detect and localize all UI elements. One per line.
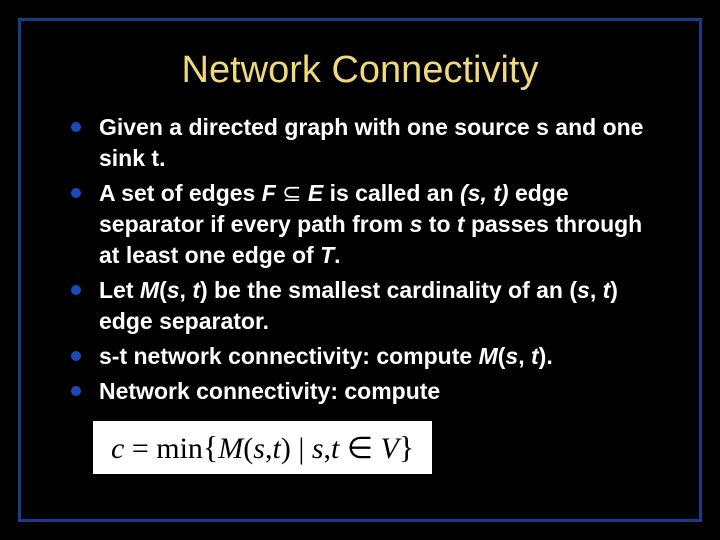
- bullet-dot-icon: [71, 122, 81, 132]
- bullet-text: Network connectivity: compute: [99, 376, 440, 407]
- slide: Network Connectivity Given a directed gr…: [0, 0, 720, 540]
- bullet-item: Network connectivity: compute: [71, 376, 659, 407]
- bullet-dot-icon: [71, 351, 81, 361]
- formula: c = min{M(s,t) | s,t ∈ V}: [111, 432, 414, 465]
- bullet-dot-icon: [71, 188, 81, 198]
- bullet-item: Let M(s, t) be the smallest cardinality …: [71, 275, 659, 337]
- bullet-dot-icon: [71, 386, 81, 396]
- bullet-item: A set of edges F ⊆ E is called an (s, t)…: [71, 178, 659, 271]
- bullet-item: s-t network connectivity: compute M(s, t…: [71, 341, 659, 372]
- bullet-item: Given a directed graph with one source s…: [71, 112, 659, 174]
- slide-title: Network Connectivity: [21, 21, 699, 112]
- formula-box: c = min{M(s,t) | s,t ∈ V}: [93, 421, 432, 474]
- slide-frame: Network Connectivity Given a directed gr…: [18, 18, 702, 522]
- bullet-list: Given a directed graph with one source s…: [21, 112, 699, 407]
- bullet-dot-icon: [71, 285, 81, 295]
- bullet-text: Given a directed graph with one source s…: [99, 112, 659, 174]
- bullet-text: s-t network connectivity: compute M(s, t…: [99, 341, 553, 372]
- bullet-text: A set of edges F ⊆ E is called an (s, t)…: [99, 178, 659, 271]
- bullet-text: Let M(s, t) be the smallest cardinality …: [99, 275, 659, 337]
